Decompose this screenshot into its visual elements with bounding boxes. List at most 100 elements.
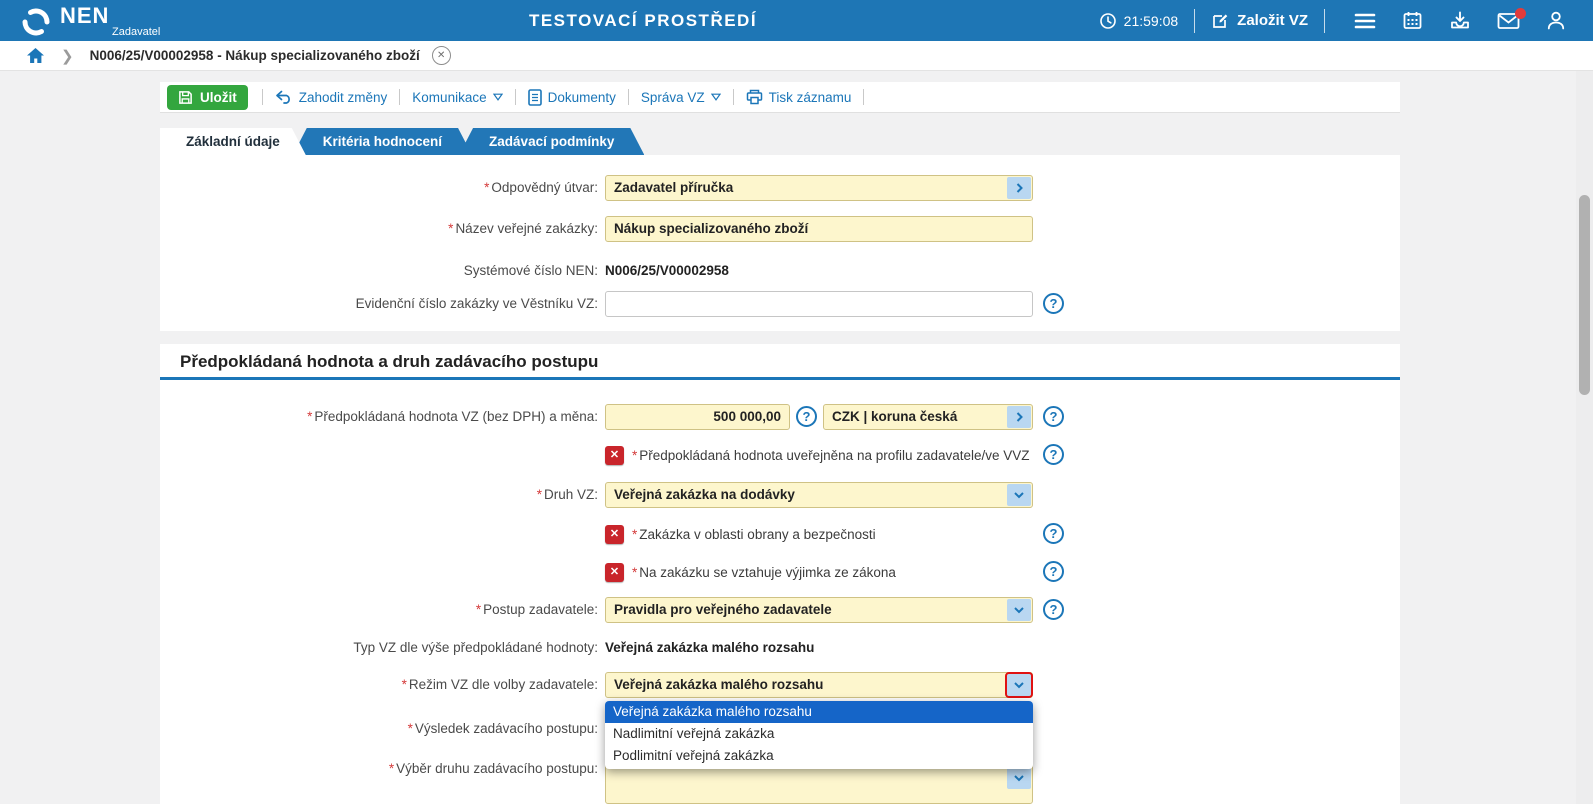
dropdown-option[interactable]: Nadlimitní veřejná zakázka: [613, 726, 775, 741]
field-label: Typ VZ dle výše předpokládané hodnoty:: [353, 640, 598, 655]
communication-menu-button[interactable]: Komunikace: [412, 90, 503, 105]
nen-system-number-value: N006/25/V00002958: [605, 263, 729, 278]
app-header: NEN Zadavatel TESTOVACÍ PROSTŘEDÍ 21:59:…: [0, 0, 1593, 41]
form-row: Režim VZ dle volby zadavatele: Veřejná z…: [160, 672, 1400, 698]
calendar-button[interactable]: [1402, 10, 1423, 31]
discard-changes-button[interactable]: Zahodit změny: [275, 90, 387, 105]
inbox-download-button[interactable]: [1449, 10, 1471, 31]
divider: [514, 89, 516, 105]
divider: [863, 89, 865, 105]
bulletin-number-input[interactable]: [605, 291, 1033, 317]
save-button[interactable]: Uložit: [167, 84, 248, 110]
responsible-unit-field[interactable]: Zadavatel příručka: [605, 175, 1033, 201]
messages-button[interactable]: [1497, 7, 1526, 30]
contract-name-input[interactable]: Nákup specializovaného zboží: [605, 216, 1033, 242]
create-vz-button[interactable]: Založit VZ: [1211, 11, 1308, 30]
regime-dropdown-button[interactable]: [1005, 672, 1033, 698]
chevron-down-icon: [1014, 607, 1024, 614]
chevron-down-icon: [1014, 492, 1024, 499]
help-icon[interactable]: [1043, 561, 1064, 582]
procedure-type-select[interactable]: [605, 762, 1033, 804]
breadcrumb-title: N006/25/V00002958 - Nákup specializované…: [89, 48, 420, 63]
form-row: Předpokládaná hodnota VZ (bez DPH) a měn…: [160, 404, 1400, 430]
record-tabs: Základní údaje Kritéria hodnocení Zadáva…: [160, 128, 644, 155]
form-row: Systémové číslo NEN: N006/25/V00002958: [160, 258, 1400, 284]
chevron-down-icon: [1014, 682, 1024, 689]
required-asterisk: [408, 721, 415, 736]
clock-time: 21:59:08: [1123, 12, 1179, 29]
chevron-right-icon: [1016, 412, 1023, 422]
help-icon[interactable]: [1043, 523, 1064, 544]
required-asterisk: [402, 677, 409, 692]
envelope-icon: [1497, 12, 1520, 29]
procedure-type-dropdown-button[interactable]: [1007, 767, 1031, 789]
tab-kriteria-hodnoceni[interactable]: Kritéria hodnocení: [293, 128, 472, 155]
dropdown-option[interactable]: Podlimitní veřejná zakázka: [613, 748, 774, 763]
currency-lookup-button[interactable]: [1007, 406, 1031, 428]
close-record-button[interactable]: [431, 46, 451, 65]
dropdown-option-selected[interactable]: Veřejná zakázka malého rozsahu: [605, 701, 1033, 723]
required-asterisk: [632, 448, 639, 463]
print-record-button[interactable]: Tisk záznamu: [746, 89, 851, 105]
required-asterisk: [484, 180, 491, 195]
form-row: Výsledek zadávacího postupu:: [160, 716, 1400, 742]
menu-button[interactable]: [1354, 12, 1376, 30]
field-label: Režim VZ dle volby zadavatele:: [408, 677, 598, 692]
nen-logo[interactable]: NEN Zadavatel: [20, 4, 160, 38]
environment-title: TESTOVACÍ PROSTŘEDÍ: [528, 11, 758, 30]
help-icon[interactable]: [1043, 599, 1064, 620]
required-asterisk: [448, 221, 455, 236]
field-label: Odpovědný útvar:: [491, 180, 598, 195]
basic-info-panel: Odpovědný útvar: Zadavatel příručka Náze…: [160, 155, 1400, 331]
tab-zakladni-udaje[interactable]: Základní údaje: [160, 128, 306, 155]
help-icon[interactable]: [1043, 293, 1064, 314]
manage-vz-menu-button[interactable]: Správa VZ: [641, 90, 721, 105]
contract-kind-dropdown-button[interactable]: [1007, 484, 1031, 506]
help-icon[interactable]: [1043, 406, 1064, 427]
scrollbar-thumb[interactable]: [1579, 195, 1590, 395]
divider: [732, 89, 734, 105]
required-asterisk: [632, 565, 639, 580]
checkbox-unchecked-icon[interactable]: [605, 562, 624, 582]
currency-field[interactable]: CZK | koruna česká: [823, 404, 1033, 430]
document-icon: [527, 88, 542, 106]
form-row: Typ VZ dle výše předpokládané hodnoty: V…: [160, 635, 1400, 661]
required-asterisk: [389, 761, 396, 776]
field-label: Systémové číslo NEN:: [463, 263, 598, 278]
procedure-rules-dropdown-button[interactable]: [1007, 599, 1031, 621]
tab-zadavaci-podminky[interactable]: Zadávací podmínky: [459, 128, 644, 155]
profile-button[interactable]: [1546, 10, 1566, 31]
divider: [261, 89, 263, 105]
field-label: Výběr druhu zadávacího postupu:: [396, 761, 598, 776]
regime-select[interactable]: Veřejná zakázka malého rozsahu: [605, 672, 1033, 698]
contract-kind-select[interactable]: Veřejná zakázka na dodávky: [605, 482, 1033, 508]
form-row: Odpovědný útvar: Zadavatel příručka: [160, 175, 1400, 201]
required-asterisk: [537, 487, 544, 502]
home-button[interactable]: [26, 47, 45, 64]
procedure-rules-select[interactable]: Pravidla pro veřejného zadavatele: [605, 597, 1033, 623]
field-label: Výsledek zadávacího postupu:: [414, 721, 598, 736]
help-icon[interactable]: [1043, 444, 1064, 465]
section-rule: [160, 377, 1400, 380]
form-row: Výběr druhu zadávacího postupu:: [160, 756, 1400, 804]
form-row: Zakázka v oblasti obrany a bezpečnosti: [160, 521, 1400, 547]
triangle-down-icon: [710, 93, 721, 101]
help-icon[interactable]: [796, 406, 817, 427]
home-icon: [27, 48, 44, 63]
scrollbar-track[interactable]: [1576, 71, 1593, 804]
checkbox-label: Předpokládaná hodnota uveřejněna na prof…: [639, 447, 1030, 463]
brand-role: Zadavatel: [112, 26, 161, 38]
checkbox-unchecked-icon[interactable]: [605, 445, 624, 465]
responsible-unit-lookup-button[interactable]: [1007, 177, 1031, 199]
form-row: Název veřejné zakázky: Nákup specializov…: [160, 216, 1400, 242]
field-label: Předpokládaná hodnota VZ (bez DPH) a měn…: [314, 409, 598, 424]
form-row: Postup zadavatele: Pravidla pro veřejnéh…: [160, 597, 1400, 623]
estimated-value-panel: Předpokládaná hodnota a druh zadávacího …: [160, 344, 1400, 804]
form-row: Druh VZ: Veřejná zakázka na dodávky: [160, 482, 1400, 508]
checkbox-unchecked-icon[interactable]: [605, 524, 624, 544]
form-row: Na zakázku se vztahuje výjimka ze zákona: [160, 559, 1400, 585]
required-asterisk: [632, 527, 639, 542]
documents-button[interactable]: Dokumenty: [527, 88, 616, 106]
clock: 21:59:08: [1099, 12, 1179, 30]
estimated-amount-input[interactable]: 500 000,00: [605, 404, 790, 430]
